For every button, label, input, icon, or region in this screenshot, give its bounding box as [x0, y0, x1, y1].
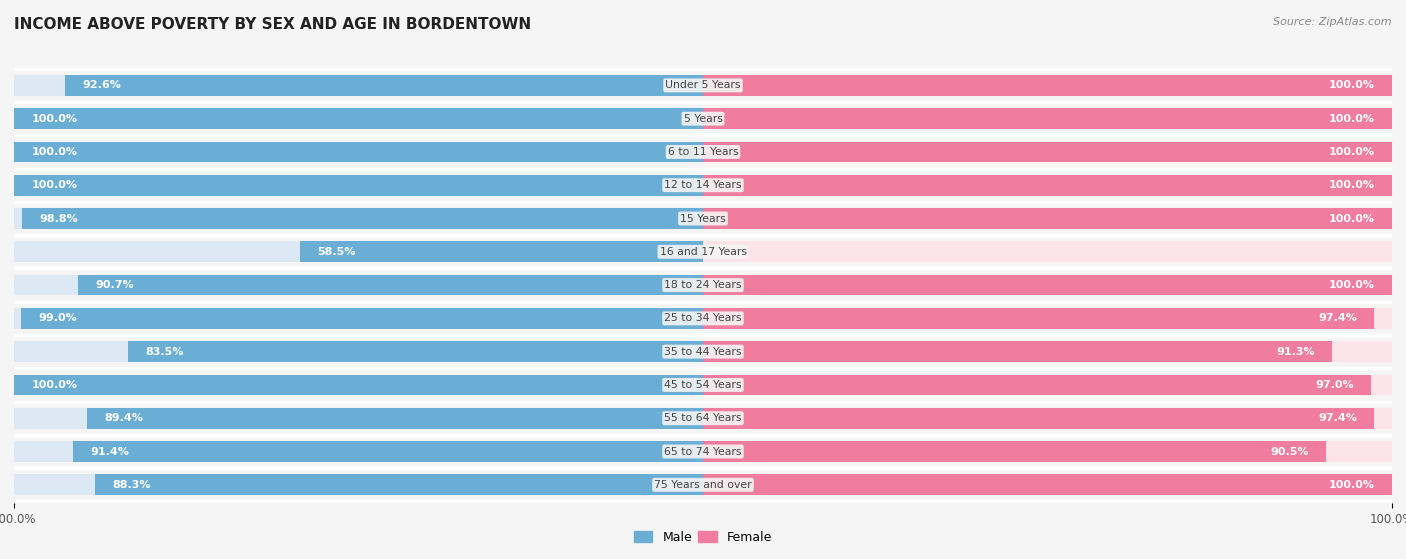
Bar: [703, 75, 1392, 96]
Bar: [703, 75, 1392, 96]
Bar: [703, 141, 1392, 162]
Text: 100.0%: 100.0%: [1329, 480, 1375, 490]
Bar: [703, 475, 1392, 495]
Bar: [14, 375, 703, 395]
Bar: [703, 441, 1326, 462]
Bar: [73, 441, 703, 462]
Text: 100.0%: 100.0%: [31, 113, 77, 124]
Text: 92.6%: 92.6%: [83, 80, 121, 91]
Text: 97.4%: 97.4%: [1317, 314, 1357, 323]
Text: 100.0%: 100.0%: [1329, 180, 1375, 190]
Bar: [703, 308, 1374, 329]
Text: 55 to 64 Years: 55 to 64 Years: [664, 413, 742, 423]
Bar: [14, 108, 703, 129]
Bar: [14, 241, 703, 262]
Text: Under 5 Years: Under 5 Years: [665, 80, 741, 91]
Text: 100.0%: 100.0%: [1329, 80, 1375, 91]
Bar: [14, 375, 703, 395]
Bar: [703, 441, 1392, 462]
Bar: [703, 108, 1392, 129]
Legend: Male, Female: Male, Female: [628, 526, 778, 549]
Text: 91.4%: 91.4%: [90, 447, 129, 457]
Bar: [703, 275, 1392, 295]
Bar: [703, 342, 1392, 362]
Text: 18 to 24 Years: 18 to 24 Years: [664, 280, 742, 290]
Bar: [14, 208, 703, 229]
Text: 88.3%: 88.3%: [112, 480, 150, 490]
Text: 16 and 17 Years: 16 and 17 Years: [659, 247, 747, 257]
Bar: [65, 75, 703, 96]
Text: 6 to 11 Years: 6 to 11 Years: [668, 147, 738, 157]
Bar: [703, 175, 1392, 196]
Text: 100.0%: 100.0%: [1329, 214, 1375, 224]
Bar: [79, 275, 703, 295]
Text: 100.0%: 100.0%: [1329, 280, 1375, 290]
Text: 91.3%: 91.3%: [1277, 347, 1315, 357]
Bar: [703, 408, 1374, 429]
Text: 97.4%: 97.4%: [1317, 413, 1357, 423]
Text: 45 to 54 Years: 45 to 54 Years: [664, 380, 742, 390]
Bar: [703, 375, 1371, 395]
Text: 100.0%: 100.0%: [1329, 113, 1375, 124]
Bar: [14, 342, 703, 362]
Text: 90.7%: 90.7%: [96, 280, 134, 290]
Text: 83.5%: 83.5%: [145, 347, 183, 357]
Bar: [703, 375, 1392, 395]
Bar: [703, 241, 1392, 262]
Bar: [14, 175, 703, 196]
Bar: [703, 308, 1392, 329]
Text: 99.0%: 99.0%: [38, 314, 77, 323]
Text: 100.0%: 100.0%: [31, 180, 77, 190]
Bar: [94, 475, 703, 495]
Bar: [22, 208, 703, 229]
Bar: [14, 475, 703, 495]
Text: 5 Years: 5 Years: [683, 113, 723, 124]
Bar: [14, 441, 703, 462]
Bar: [703, 208, 1392, 229]
Text: 12 to 14 Years: 12 to 14 Years: [664, 180, 742, 190]
Bar: [703, 208, 1392, 229]
Bar: [14, 75, 703, 96]
Bar: [128, 342, 703, 362]
Text: 100.0%: 100.0%: [31, 380, 77, 390]
Bar: [14, 108, 703, 129]
Bar: [703, 108, 1392, 129]
Text: 90.5%: 90.5%: [1271, 447, 1309, 457]
Bar: [14, 308, 703, 329]
Text: 35 to 44 Years: 35 to 44 Years: [664, 347, 742, 357]
Bar: [21, 308, 703, 329]
Text: 97.0%: 97.0%: [1316, 380, 1354, 390]
Text: INCOME ABOVE POVERTY BY SEX AND AGE IN BORDENTOWN: INCOME ABOVE POVERTY BY SEX AND AGE IN B…: [14, 17, 531, 32]
Text: 100.0%: 100.0%: [1329, 147, 1375, 157]
Bar: [703, 275, 1392, 295]
Bar: [87, 408, 703, 429]
Text: 58.5%: 58.5%: [318, 247, 356, 257]
Bar: [703, 141, 1392, 162]
Text: 25 to 34 Years: 25 to 34 Years: [664, 314, 742, 323]
Text: 75 Years and over: 75 Years and over: [654, 480, 752, 490]
Bar: [14, 275, 703, 295]
Bar: [703, 408, 1392, 429]
Bar: [14, 141, 703, 162]
Text: 15 Years: 15 Years: [681, 214, 725, 224]
Bar: [14, 175, 703, 196]
Text: 98.8%: 98.8%: [39, 214, 79, 224]
Bar: [14, 408, 703, 429]
Text: 100.0%: 100.0%: [31, 147, 77, 157]
Text: 89.4%: 89.4%: [104, 413, 143, 423]
Bar: [703, 475, 1392, 495]
Bar: [703, 342, 1331, 362]
Text: 65 to 74 Years: 65 to 74 Years: [664, 447, 742, 457]
Bar: [14, 141, 703, 162]
Bar: [299, 241, 703, 262]
Text: Source: ZipAtlas.com: Source: ZipAtlas.com: [1274, 17, 1392, 27]
Bar: [703, 175, 1392, 196]
